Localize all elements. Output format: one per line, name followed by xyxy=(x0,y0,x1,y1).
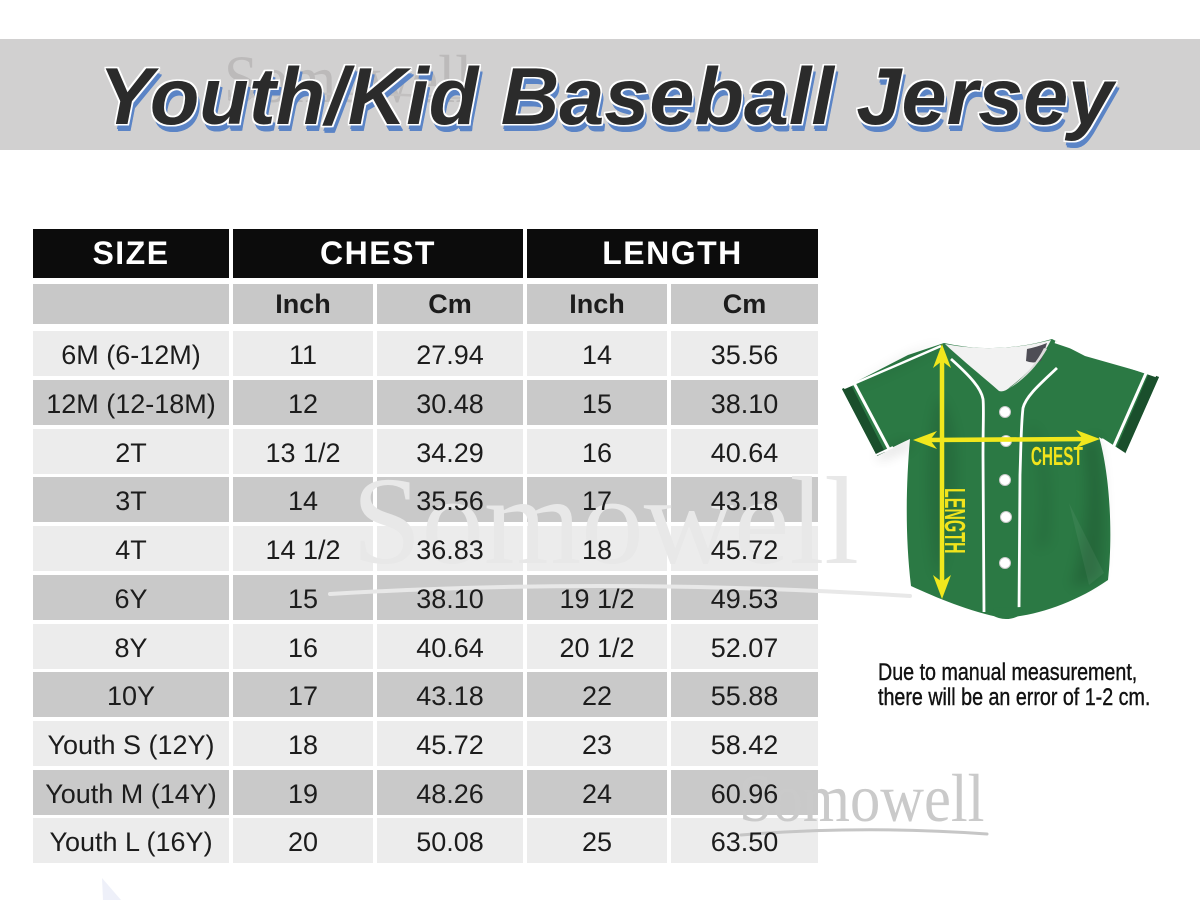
svg-text:LENGTH: LENGTH xyxy=(939,488,971,554)
svg-text:CHEST: CHEST xyxy=(1031,442,1083,471)
